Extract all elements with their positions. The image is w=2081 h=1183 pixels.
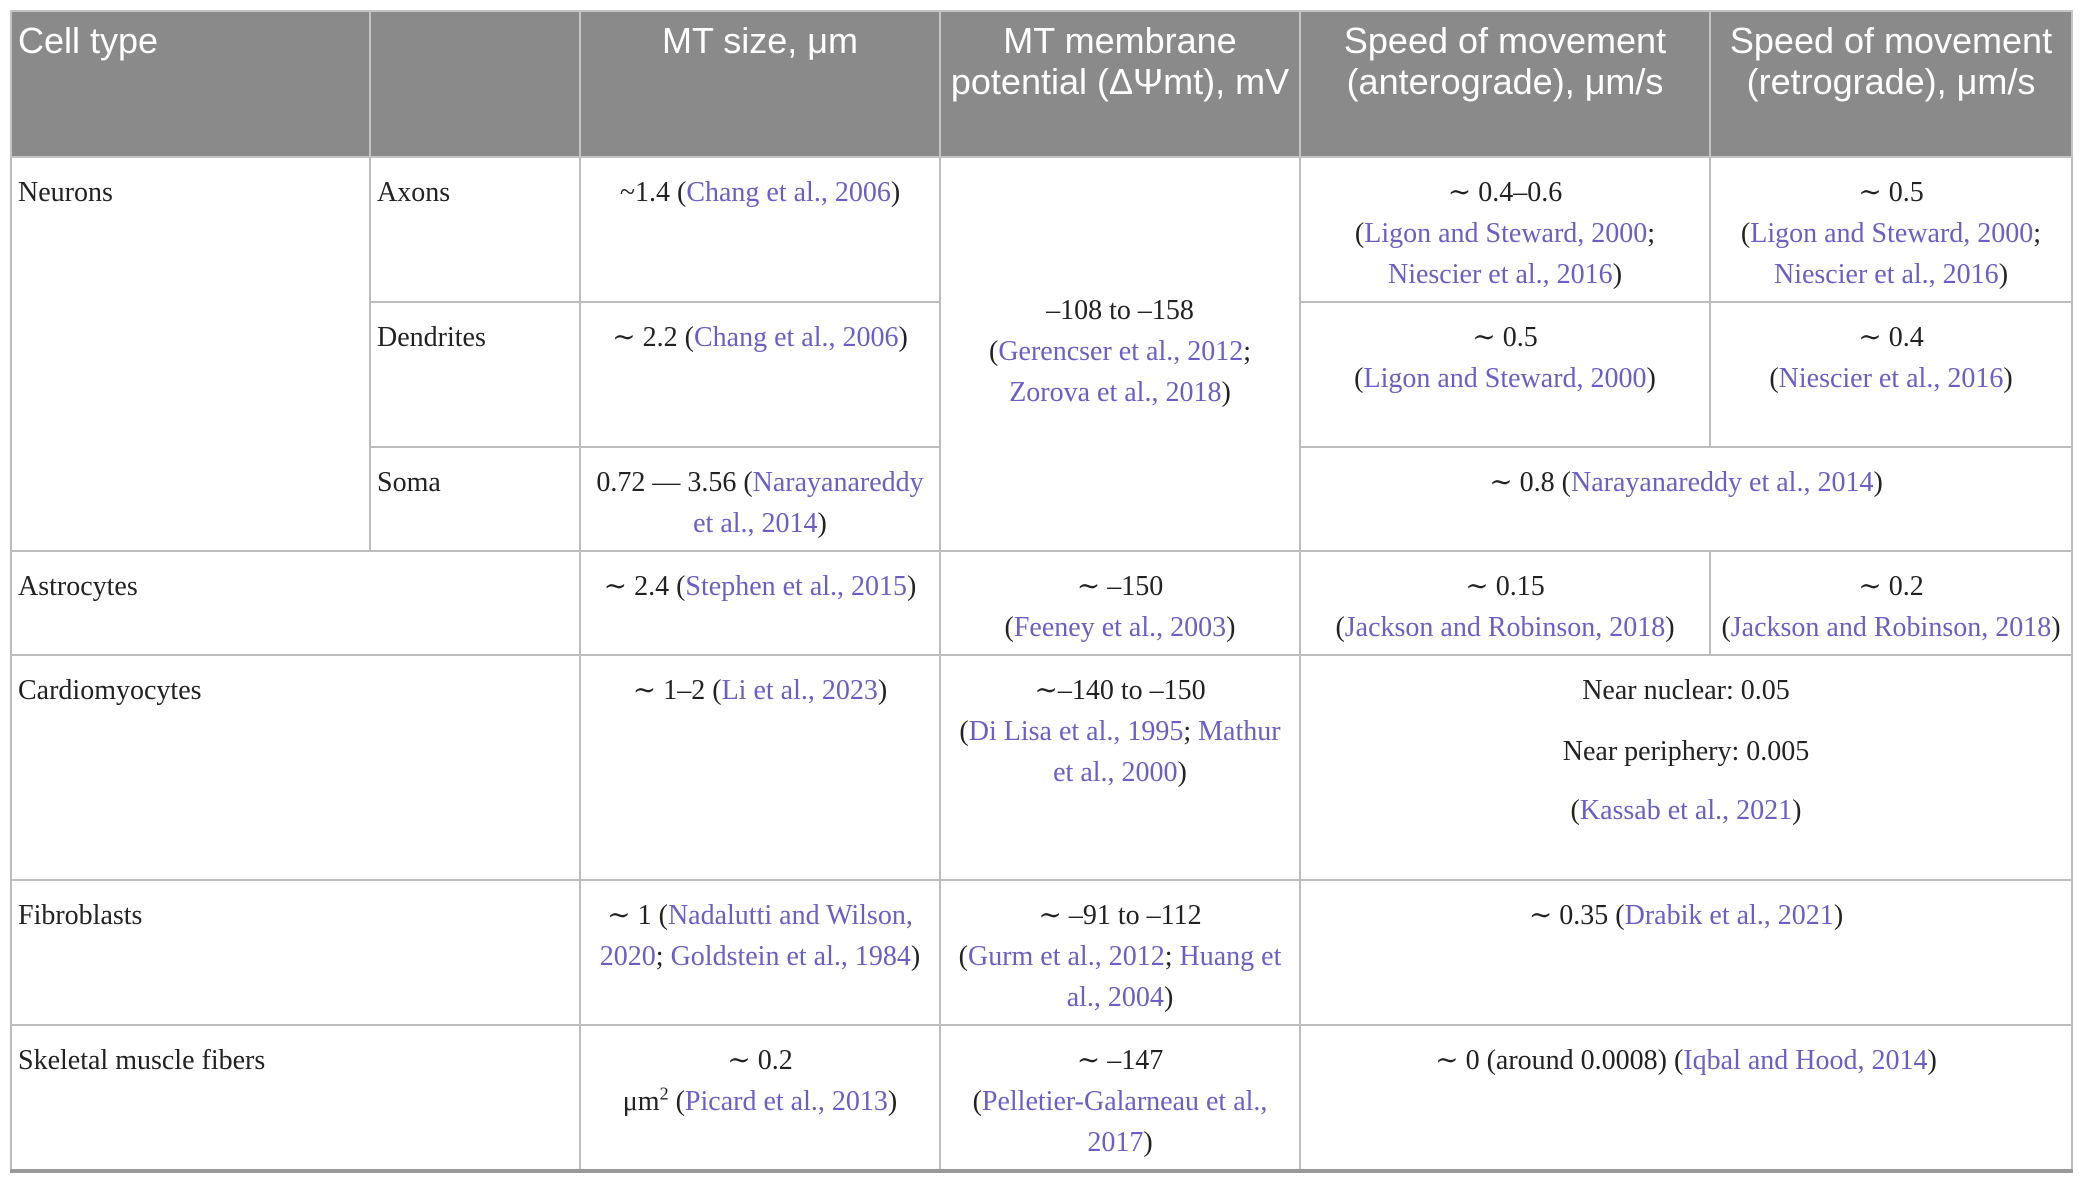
cell-axons-retrograde: ∼ 0.5 (Ligon and Steward, 2000; Niescier e…	[1709, 156, 2073, 303]
citation-link[interactable]: Niescier et al., 2016	[1778, 363, 2004, 394]
cell-fibroblasts-potential: ∼ –91 to –112 (Gurm et al., 2012; Huang e…	[939, 879, 1301, 1026]
citation-link[interactable]: Li et al., 2023	[721, 675, 878, 706]
citation-link[interactable]: Zorova et al., 2018	[1009, 376, 1222, 408]
cell-axons-label: Axons	[369, 156, 581, 303]
header-speed-anterograde: Speed of movement (anterograde), μm/s	[1299, 10, 1711, 158]
citation-link[interactable]: Ligon and Steward, 2000	[1363, 363, 1647, 394]
citation-link[interactable]: Nadalutti and Wilson, 2020	[599, 900, 913, 972]
citation-link[interactable]: Pelletier-Galarneau et al., 2017	[981, 1086, 1268, 1158]
header-cell-type: Cell type	[10, 10, 371, 158]
citation-link[interactable]: Niescier et al., 2016	[1773, 259, 1999, 290]
cell-skeletal-potential: ∼ –147 (Pelletier-Galarneau et al., 2017)	[939, 1024, 1301, 1172]
cell-skeletal-label: Skeletal muscle fibers	[10, 1024, 581, 1172]
cell-astrocytes-potential: ∼ –150 (Feeney et al., 2003)	[939, 550, 1301, 656]
cell-neurons-potential: –108 to –158 (Gerencser et al., 2012; Zoro…	[939, 156, 1301, 552]
table-row-cardiomyocytes: Cardiomyocytes ∼ 1–2 (Li et al., 2023) ∼…	[10, 654, 2073, 881]
citation-link[interactable]: Mathur et al., 2000	[1053, 716, 1281, 788]
header-mt-potential: MT membrane potential (ΔΨmt), mV	[939, 10, 1301, 158]
cell-dendrites-retrograde: ∼ 0.4 (Niescier et al., 2016)	[1709, 301, 2073, 448]
citation-link[interactable]: Goldstein et al., 1984	[670, 941, 911, 972]
header-subtype-blank	[369, 10, 581, 158]
citation-link[interactable]: Huang et al., 2004	[1066, 941, 1282, 1013]
cell-axons-size: ~1.4 (Chang et al., 2006)	[579, 156, 941, 303]
cell-soma-speed: ∼ 0.8 (Narayanareddy et al., 2014)	[1299, 446, 2073, 552]
cell-axons-anterograde: ∼ 0.4–0.6 (Ligon and Steward, 2000; Niesci…	[1299, 156, 1711, 303]
citation-link[interactable]: Chang et al., 2006	[686, 177, 891, 208]
cell-astrocytes-size: ∼ 2.4 (Stephen et al., 2015)	[579, 550, 941, 656]
citation-link[interactable]: Di Lisa et al., 1995	[968, 716, 1184, 747]
citation-link[interactable]: Niescier et al., 2016	[1387, 259, 1613, 290]
cell-astrocytes-label: Astrocytes	[10, 550, 581, 656]
table-row-neurons-dendrites: Dendrites ∼ 2.2 (Chang et al., 2006) ∼ 0…	[11, 301, 2073, 448]
cell-skeletal-speed: ∼ 0 (around 0.0008) (Iqbal and Hood, 201…	[1299, 1024, 2073, 1172]
citation-link[interactable]: Gerencser et al., 2012	[998, 335, 1244, 367]
cell-cardiomyocytes-size: ∼ 1–2 (Li et al., 2023)	[579, 654, 941, 881]
table-row-neurons-soma: Soma 0.72 — 3.56 (Narayanareddy et al., …	[11, 446, 2073, 552]
citation-link[interactable]: Kassab et al., 2021	[1579, 795, 1793, 826]
citation-link[interactable]: Chang et al., 2006	[693, 322, 899, 353]
cell-fibroblasts-size: ∼ 1 (Nadalutti and Wilson, 2020; Goldste…	[579, 879, 941, 1026]
citation-link[interactable]: Iqbal and Hood, 2014	[1683, 1045, 1928, 1076]
cell-neurons-label: Neurons	[10, 156, 371, 552]
citation-link[interactable]: Stephen et al., 2015	[685, 571, 908, 602]
cell-fibroblasts-label: Fibroblasts	[10, 879, 581, 1026]
citation-link[interactable]: Feeney et al., 2003	[1013, 612, 1227, 643]
cell-dendrites-size: ∼ 2.2 (Chang et al., 2006)	[579, 301, 941, 448]
cell-cardiomyocytes-speed: Near nuclear: 0.05 Near periphery: 0.005(…	[1299, 654, 2073, 881]
citation-link[interactable]: Gurm et al., 2012	[967, 941, 1165, 972]
citation-link[interactable]: Narayanareddy et al., 2014	[693, 467, 924, 539]
cell-skeletal-size: ∼ 0.2 μm2 (Picard et al., 2013)	[579, 1024, 941, 1172]
citation-link[interactable]: Narayanareddy et al., 2014	[1571, 467, 1874, 498]
mitochondria-data-table: Cell type MT size, μm MT membrane potent…	[10, 10, 2073, 1173]
citation-link[interactable]: Ligon and Steward, 2000	[1364, 218, 1648, 249]
citation-link[interactable]: Jackson and Robinson, 2018	[1344, 612, 1666, 643]
citation-link[interactable]: Drabik et al., 2021	[1624, 900, 1834, 931]
cell-soma-label: Soma	[369, 446, 581, 552]
header-mt-size: MT size, μm	[579, 10, 941, 158]
citation-link[interactable]: Jackson and Robinson, 2018	[1730, 612, 2052, 643]
table-row-astrocytes: Astrocytes ∼ 2.4 (Stephen et al., 2015) …	[10, 550, 2073, 656]
table-row-fibroblasts: Fibroblasts ∼ 1 (Nadalutti and Wilson, 2…	[10, 879, 2073, 1026]
header-row: Cell type MT size, μm MT membrane potent…	[10, 10, 2073, 158]
citation-link[interactable]: Picard et al., 2013	[684, 1086, 888, 1117]
cell-dendrites-anterograde: ∼ 0.5 (Ligon and Steward, 2000)	[1299, 301, 1711, 448]
cell-dendrites-label: Dendrites	[369, 301, 581, 448]
table-row-skeletal-muscle: Skeletal muscle fibers ∼ 0.2 μm2 (Picard …	[10, 1024, 2073, 1172]
citation-link[interactable]: Ligon and Steward, 2000	[1750, 218, 2034, 249]
cell-cardiomyocytes-potential: ∼–140 to –150 (Di Lisa et al., 1995; Math…	[939, 654, 1301, 881]
cell-cardiomyocytes-label: Cardiomyocytes	[10, 654, 581, 881]
table-row-neurons-axons: Neurons Axons ~1.4 (Chang et al., 2006) …	[10, 156, 2073, 552]
cell-soma-size: 0.72 — 3.56 (Narayanareddy et al., 2014)	[579, 446, 941, 552]
header-speed-retrograde: Speed of movement (retrograde), μm/s	[1709, 10, 2073, 158]
cell-astrocytes-anterograde: ∼ 0.15 (Jackson and Robinson, 2018)	[1299, 550, 1711, 656]
cell-fibroblasts-speed: ∼ 0.35 (Drabik et al., 2021)	[1299, 879, 2073, 1026]
cell-astrocytes-retrograde: ∼ 0.2 (Jackson and Robinson, 2018)	[1709, 550, 2073, 656]
